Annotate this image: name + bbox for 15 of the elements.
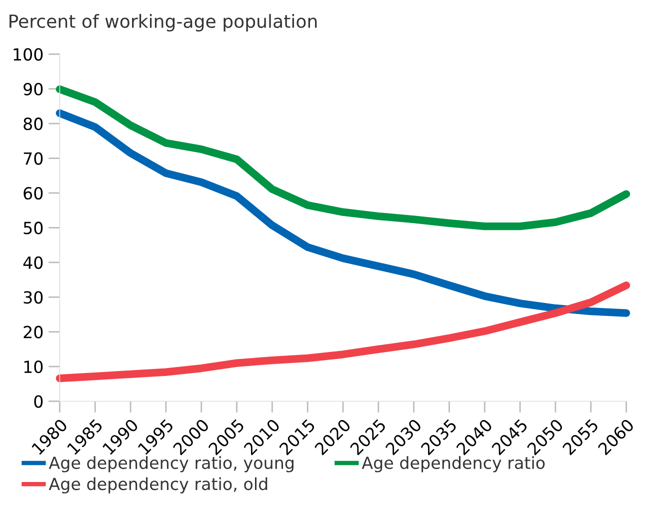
y-tick-label: 40 bbox=[23, 256, 43, 269]
y-tick-label: 10 bbox=[24, 360, 43, 374]
y-tick-label: 70 bbox=[24, 152, 43, 165]
y-tick-label: 30 bbox=[24, 291, 43, 304]
y-tick-label: 60 bbox=[24, 186, 43, 200]
y-axis-title: Percent of working-age population bbox=[10, 14, 317, 32]
y-tick-label: 0 bbox=[34, 395, 43, 408]
y-tick-label: 20 bbox=[24, 326, 43, 338]
y-tick-label: 50 bbox=[24, 222, 43, 234]
legend-label: Age dependency ratio bbox=[362, 456, 545, 472]
legend-label: Age dependency ratio, young bbox=[48, 456, 294, 472]
y-tick-label: 100 bbox=[14, 48, 43, 61]
legend-label: Age dependency ratio, old bbox=[48, 477, 268, 494]
y-tick-label: 90 bbox=[24, 82, 43, 96]
y-tick-label: 80 bbox=[24, 118, 43, 130]
